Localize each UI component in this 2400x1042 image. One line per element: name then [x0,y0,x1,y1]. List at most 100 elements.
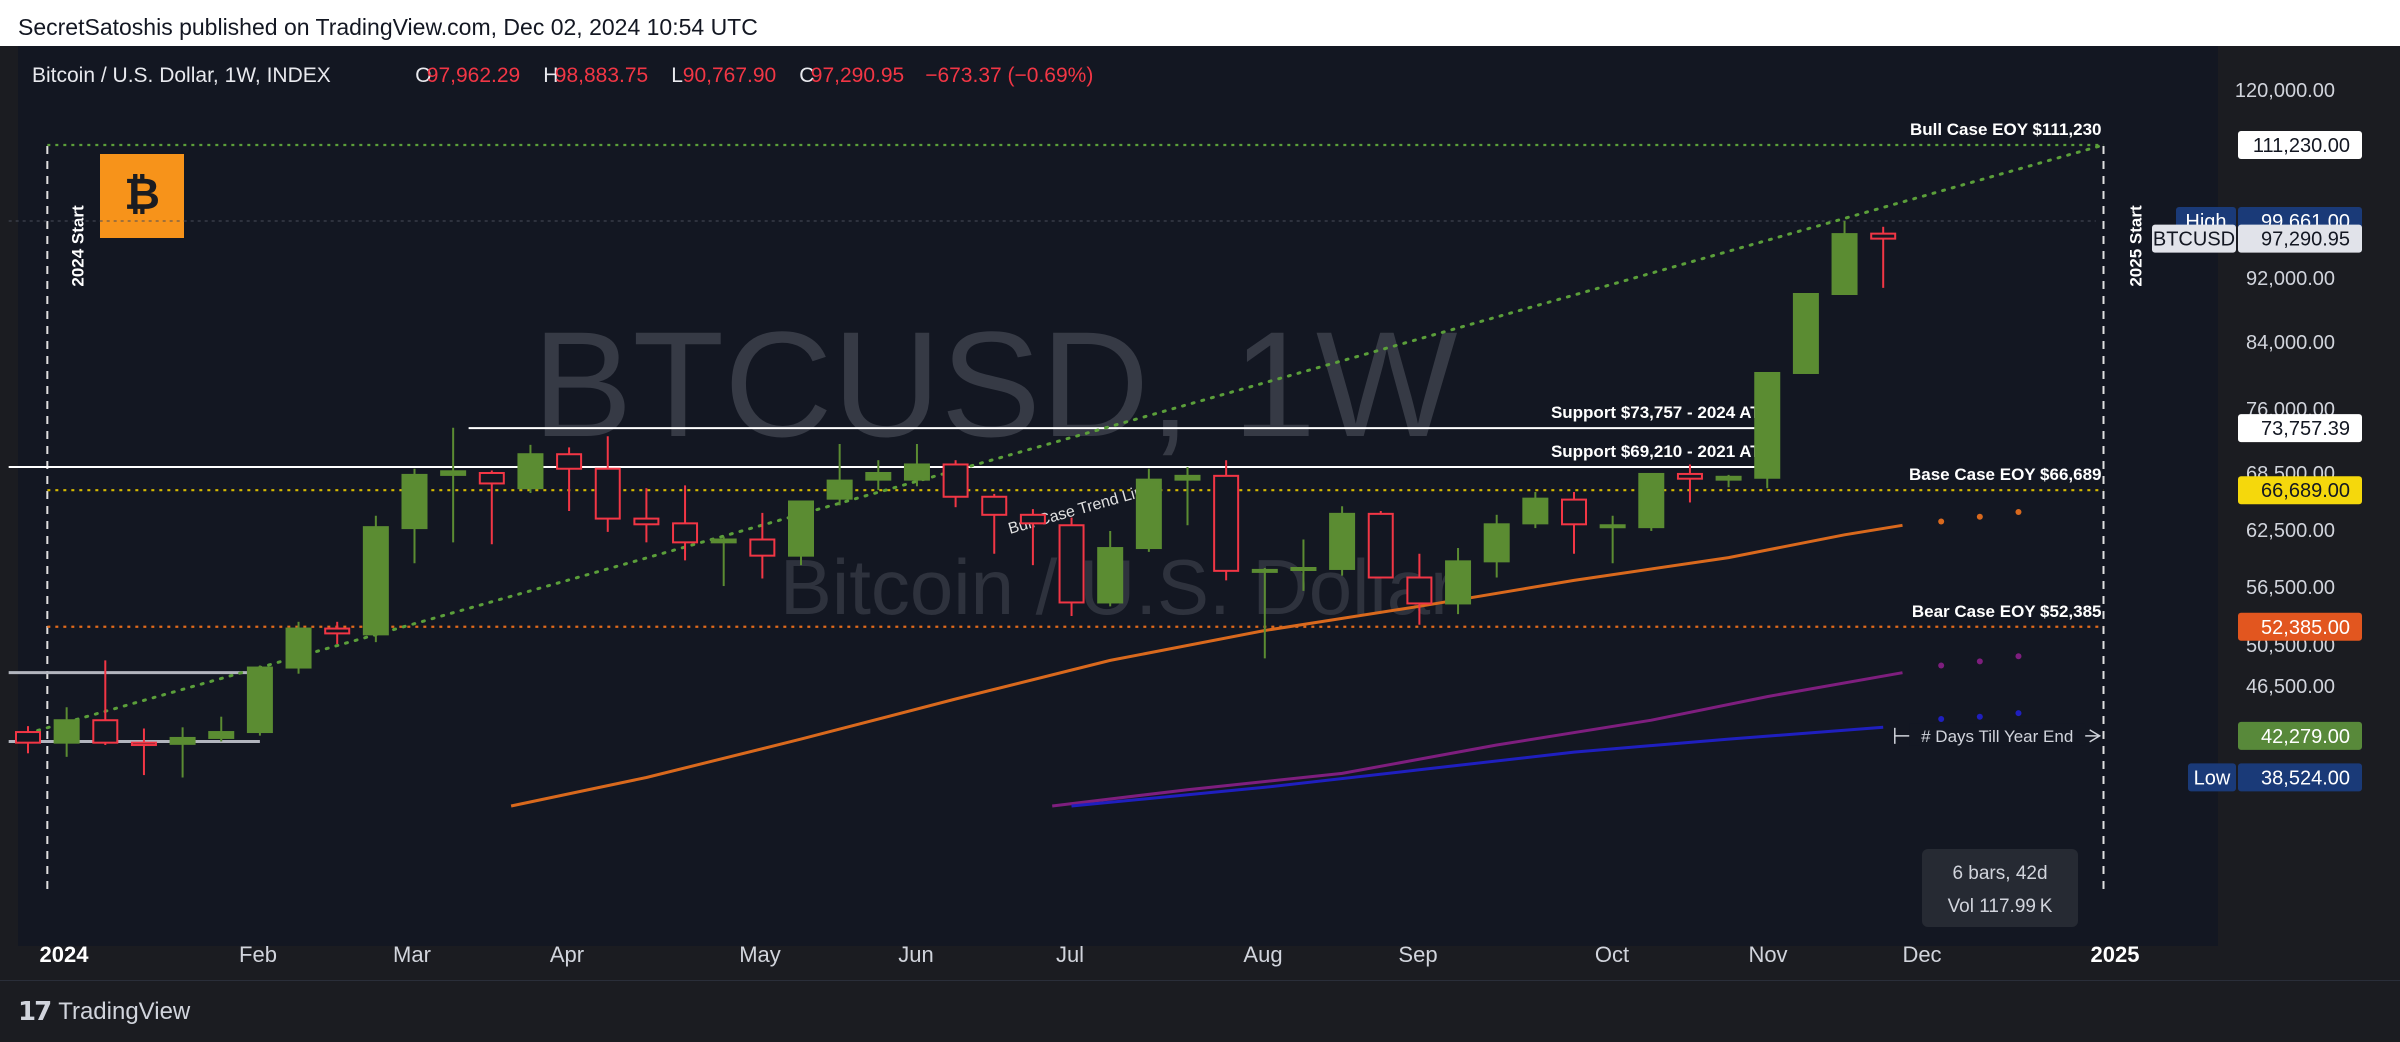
year-start-label: 2024 Start [68,205,87,287]
days-till-year-end: # Days Till Year End [1894,723,2102,746]
price-badge-bg [2238,763,2362,792]
candle-body [208,731,235,739]
candle [710,536,737,587]
candles [15,221,1897,778]
year-start-label: 2025 Start [2127,205,2146,287]
candle-body [1290,567,1317,571]
symbol-name: Bitcoin / U.S. Dollar, 1W, INDEX [32,64,331,87]
candle [478,470,505,545]
candle-body [981,495,1008,516]
low-label: L [671,64,683,87]
candle [169,727,196,778]
days-label-bg [1909,723,2086,746]
candle [942,460,969,508]
level-label: Support $69,210 - 2021 ATH [1551,442,1773,461]
candle [1445,548,1472,615]
candle [1290,539,1317,591]
candle-body [1406,576,1433,605]
candle-body [1329,512,1356,570]
candle [130,728,157,776]
candle [556,447,583,511]
candle [1367,511,1394,579]
candle [92,660,119,746]
candle-body [710,538,737,544]
x-tick-label: Nov [1748,942,1787,967]
candle-body [1715,475,1742,481]
candle [633,488,660,543]
projection-dot [2015,508,2022,515]
projection-dot [1938,518,1945,525]
candle-body [15,731,41,744]
candle-body [1251,568,1278,573]
candle [672,485,699,561]
candle-body [1445,560,1472,605]
x-tick-label: 2024 [40,942,90,967]
candle [1676,464,1703,503]
open-value: 97,962.29 [427,64,520,87]
x-tick-label: May [739,942,781,967]
moving-average-line [1052,671,1903,808]
candle [1406,553,1433,625]
level-label: Base Case EOY $66,689 [1909,465,2102,484]
candle-body [1638,472,1665,529]
candle-body [1174,474,1201,481]
candle-body [594,467,621,520]
bitcoin-logo: ₿ [100,154,184,238]
close-label: C [799,64,814,87]
candle [788,500,814,566]
price-badge-text: 66,689.00 [2261,480,2350,502]
bitcoin-logo-bg [100,154,184,238]
candle [1870,226,1897,288]
days-label: # Days Till Year End [1921,727,2073,746]
tradingview-logo[interactable]: 17 TradingView [18,997,190,1027]
price-badge-text: 38,524.00 [2261,767,2350,789]
candle-body [1213,474,1240,572]
price-badge-bg [2238,414,2362,443]
candle-body [53,719,80,744]
candle [1329,506,1356,576]
open-label: O [415,64,431,87]
candle-body [440,470,467,476]
price-badge: 42,279.00 [2238,721,2362,750]
candle [1522,492,1549,529]
level-price-badge: 66,689.00 [2238,476,2362,505]
candle [1715,474,1742,488]
publisher-bar: SecretSatoshis published on TradingView.… [0,0,2400,46]
level-price-badge: 111,230.00 [2238,131,2362,159]
low-value: 90,767.90 [683,64,776,87]
price-badge-text: 97,290.95 [2261,229,2350,251]
x-tick-label: Mar [393,942,431,967]
candle [440,427,467,543]
price-badge-bg [2238,224,2362,253]
price-badge-tag-bg [2152,224,2236,253]
candle [324,621,351,645]
price-badge-bg [2238,612,2362,641]
price-badge-tag-bg [2188,763,2236,792]
candle [1097,530,1124,607]
level-label: Bull Case EOY $111,230 [1910,120,2102,139]
candle-body [401,473,428,530]
x-tick-label: Feb [239,942,277,967]
candle [903,443,930,487]
projection-dot [1938,662,1945,669]
high-label: H [543,64,558,87]
candle-body [285,627,312,669]
candle-body [1367,512,1394,579]
candle [1754,371,1781,489]
candle [1792,293,1819,374]
candle [1561,492,1587,554]
candle-body [1058,524,1085,604]
level-label: Bear Case EOY $52,385 [1912,602,2102,621]
price-badge-tag: Low [2194,767,2231,789]
candle [981,493,1008,554]
candle-body [749,538,776,557]
candle-body [826,479,853,500]
level-label: Support $73,757 - 2024 ATH [1551,403,1773,422]
candle [246,665,273,736]
candle-body [1792,293,1819,374]
candle-body [1483,523,1510,563]
tradingview-logo-icon: 17 [18,997,52,1027]
price-badge-text: 73,757.39 [2261,418,2350,440]
tradingview-brand: TradingView [58,998,191,1025]
